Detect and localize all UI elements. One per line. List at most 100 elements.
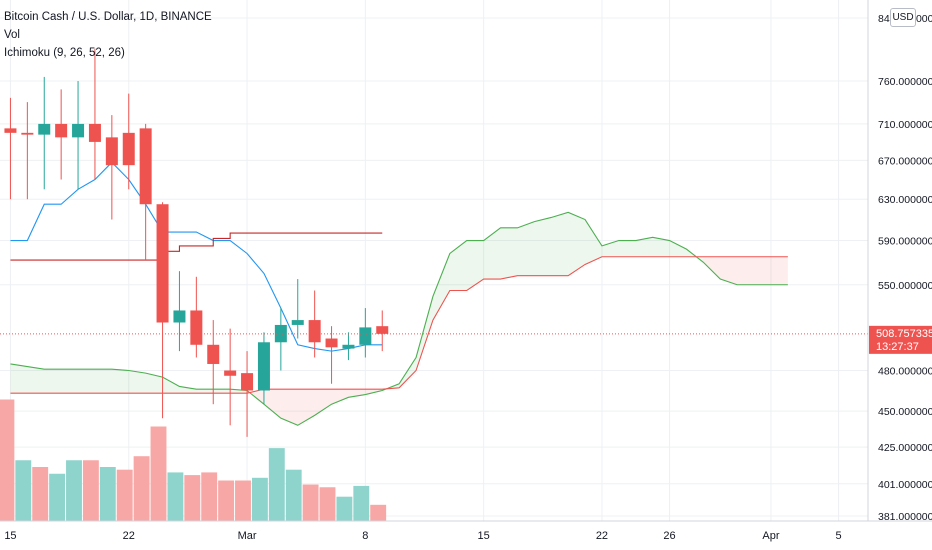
cloud-segment [432, 253, 450, 321]
cloud-segment [466, 240, 484, 291]
price-tick-label: 710.000000 [878, 119, 932, 131]
volume-bar [116, 469, 133, 521]
volume-bar [133, 456, 150, 521]
price-axis[interactable]: 840.000000760.000000710.000000670.000000… [878, 13, 932, 523]
cloud-segment [585, 219, 602, 265]
volume-bar [235, 480, 251, 521]
current-price-value: 508.757335 [876, 328, 932, 340]
volume-bar [319, 487, 336, 521]
cloud-segment [500, 227, 518, 280]
candle-body [190, 310, 203, 345]
price-tick-label: 550.000000 [878, 280, 932, 292]
conversion-line [10, 161, 383, 352]
price-tick-label: 670.000000 [878, 155, 932, 167]
time-tick-label: 22 [596, 530, 608, 542]
candle-body [257, 342, 270, 391]
cloud-segment [331, 389, 349, 405]
cloud-segment [213, 389, 231, 394]
volume-bar [167, 472, 184, 521]
volume-bar [82, 460, 99, 521]
cloud-segment [416, 296, 433, 371]
symbol-title[interactable]: Bitcoin Cash / U.S. Dollar, 1D, BINANCE [4, 11, 212, 23]
candle-body [88, 123, 101, 142]
cloud-segment [568, 212, 586, 276]
cloud-segment [618, 240, 636, 257]
cloud-segment [551, 212, 569, 276]
cloud-segment [297, 389, 315, 426]
cloud-segment [179, 386, 197, 394]
candle-body [359, 327, 372, 345]
base-line [10, 232, 383, 261]
price-tick-label: 480.000000 [878, 366, 932, 378]
candle-body [21, 132, 34, 135]
volume-bars [0, 399, 387, 521]
volume-bar [353, 485, 370, 521]
volume-bar [150, 426, 167, 521]
volume-bar [268, 448, 285, 521]
volume-bar [336, 496, 353, 521]
price-tick-label: 760.000000 [878, 76, 932, 88]
price-tick-label: 590.000000 [878, 236, 932, 248]
time-tick-label: 15 [478, 530, 490, 542]
cloud-segment [517, 221, 535, 276]
volume-bar [370, 504, 387, 521]
candle-body [224, 370, 237, 376]
volume-bar [251, 477, 268, 521]
price-tick-label: 401.000000 [878, 479, 932, 491]
volume-indicator-label[interactable]: Vol [4, 29, 20, 41]
candle-body [55, 123, 68, 138]
cloud-segment [737, 256, 755, 285]
ichimoku-cloud [10, 212, 788, 426]
current-price-label: 508.757335 13:27:37 [869, 325, 932, 354]
cloud-segment [78, 369, 95, 394]
volume-bar [32, 467, 49, 521]
cloud-segment [449, 240, 467, 291]
volume-bar [302, 484, 319, 521]
price-tick-label: 450.000000 [878, 406, 932, 418]
candle-body [4, 128, 17, 133]
cloud-segment [754, 256, 771, 285]
volume-bar [218, 480, 235, 521]
cloud-segment [61, 369, 79, 394]
time-tick-label: 8 [362, 530, 368, 542]
ichimoku-lines [10, 161, 788, 426]
volume-bar [49, 473, 66, 521]
currency-button[interactable]: USD [890, 8, 916, 27]
volume-bar [99, 467, 116, 521]
cloud-segment [348, 389, 366, 398]
candle-body [72, 123, 85, 138]
time-tick-label: 15 [4, 530, 16, 542]
volume-bar [285, 469, 302, 521]
volume-bar [66, 460, 82, 521]
countdown-timer: 13:27:37 [876, 341, 919, 353]
cloud-segment [162, 377, 180, 394]
price-tick-label: 425.000000 [878, 442, 932, 454]
candle-body [325, 338, 338, 348]
candle-body [308, 320, 321, 343]
cloud-segment [111, 369, 129, 394]
cloud-segment [534, 217, 552, 276]
cloud-segment [652, 237, 670, 257]
cloud-segment [10, 363, 28, 394]
cloud-segment [94, 369, 112, 394]
cloud-segment [720, 256, 738, 285]
volume-bar [0, 399, 15, 521]
candle-body [241, 373, 254, 391]
candle-body [342, 344, 355, 349]
price-tick-label: 630.000000 [878, 194, 932, 206]
time-axis[interactable]: 15 22 Mar 8 15 22 26 Apr 5 [4, 530, 841, 542]
cloud-segment [280, 389, 298, 426]
time-tick-label: 26 [663, 530, 675, 542]
cloud-segment [483, 227, 501, 280]
cloud-segment [669, 240, 687, 257]
time-tick-label: Apr [762, 530, 779, 542]
chart-legend: Bitcoin Cash / U.S. Dollar, 1D, BINANCE … [4, 8, 212, 62]
cloud-segment [44, 369, 62, 394]
candle-body [139, 128, 152, 205]
ichimoku-indicator-label[interactable]: Ichimoku (9, 26, 52, 26) [4, 47, 125, 59]
cloud-segment [196, 389, 214, 394]
time-tick-label: 5 [835, 530, 841, 542]
time-tick-label: 22 [123, 530, 135, 542]
candle-body [207, 344, 220, 364]
